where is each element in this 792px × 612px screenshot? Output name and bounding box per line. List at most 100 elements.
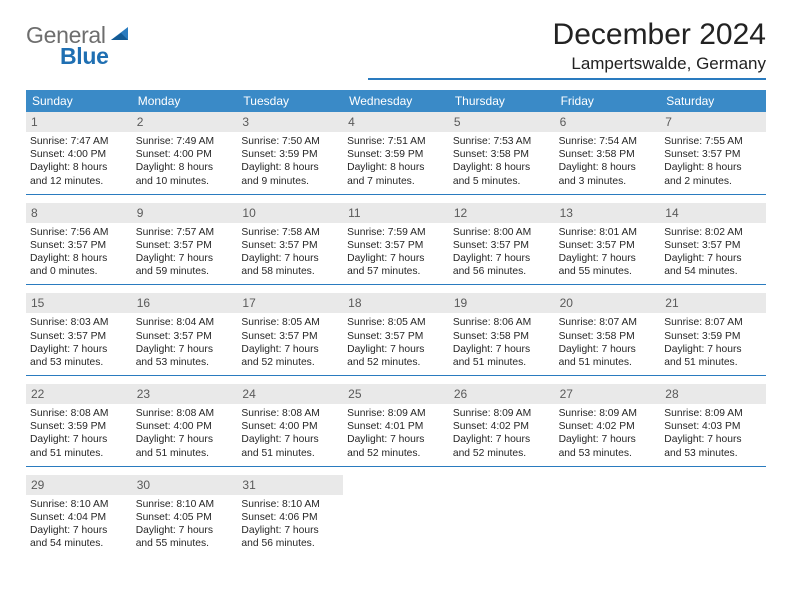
day-cell: 30Sunrise: 8:10 AMSunset: 4:05 PMDayligh… (132, 475, 238, 557)
daylight-text-1: Daylight: 7 hours (664, 252, 762, 265)
daylight-text-2: and 51 minutes. (453, 356, 551, 369)
day-number: 25 (343, 384, 449, 404)
sunrise-text: Sunrise: 8:10 AM (30, 498, 128, 511)
daylight-text-2: and 3 minutes. (559, 175, 657, 188)
sunset-text: Sunset: 3:58 PM (559, 330, 657, 343)
week-row: 15Sunrise: 8:03 AMSunset: 3:57 PMDayligh… (26, 293, 766, 376)
sunset-text: Sunset: 3:57 PM (241, 239, 339, 252)
day-cell: 14Sunrise: 8:02 AMSunset: 3:57 PMDayligh… (660, 203, 766, 285)
weekday-tue: Tuesday (237, 90, 343, 112)
sunset-text: Sunset: 3:58 PM (453, 330, 551, 343)
day-cell: 13Sunrise: 8:01 AMSunset: 3:57 PMDayligh… (555, 203, 661, 285)
daylight-text-1: Daylight: 7 hours (241, 343, 339, 356)
sunset-text: Sunset: 3:57 PM (664, 239, 762, 252)
sunrise-text: Sunrise: 8:06 AM (453, 316, 551, 329)
day-cell: 12Sunrise: 8:00 AMSunset: 3:57 PMDayligh… (449, 203, 555, 285)
day-cell: 19Sunrise: 8:06 AMSunset: 3:58 PMDayligh… (449, 293, 555, 375)
day-number: 11 (343, 203, 449, 223)
weeks-container: 1Sunrise: 7:47 AMSunset: 4:00 PMDaylight… (26, 112, 766, 556)
sunset-text: Sunset: 3:57 PM (347, 330, 445, 343)
daylight-text-2: and 51 minutes. (30, 447, 128, 460)
sunset-text: Sunset: 4:04 PM (30, 511, 128, 524)
daylight-text-1: Daylight: 8 hours (347, 161, 445, 174)
page-header: GeneralBlue December 2024 Lampertswalde,… (26, 18, 766, 80)
sunrise-text: Sunrise: 8:00 AM (453, 226, 551, 239)
daylight-text-1: Daylight: 7 hours (241, 433, 339, 446)
day-cell (343, 475, 449, 557)
daylight-text-1: Daylight: 7 hours (136, 343, 234, 356)
location-label: Lampertswalde, Germany (368, 54, 766, 74)
daylight-text-1: Daylight: 7 hours (241, 252, 339, 265)
sunset-text: Sunset: 3:57 PM (136, 239, 234, 252)
weekday-thu: Thursday (449, 90, 555, 112)
day-number: 17 (237, 293, 343, 313)
sunset-text: Sunset: 4:02 PM (453, 420, 551, 433)
sunrise-text: Sunrise: 7:59 AM (347, 226, 445, 239)
calendar-page: GeneralBlue December 2024 Lampertswalde,… (0, 0, 792, 574)
sunrise-text: Sunrise: 8:09 AM (453, 407, 551, 420)
day-number: 22 (26, 384, 132, 404)
day-cell: 29Sunrise: 8:10 AMSunset: 4:04 PMDayligh… (26, 475, 132, 557)
triangle-icon (108, 22, 130, 44)
brand-blue: Blue (60, 43, 109, 69)
daylight-text-1: Daylight: 7 hours (559, 343, 657, 356)
day-number: 5 (449, 112, 555, 132)
sunrise-text: Sunrise: 8:09 AM (559, 407, 657, 420)
daylight-text-2: and 58 minutes. (241, 265, 339, 278)
daylight-text-2: and 10 minutes. (136, 175, 234, 188)
daylight-text-1: Daylight: 7 hours (453, 252, 551, 265)
day-number: 7 (660, 112, 766, 132)
day-cell: 5Sunrise: 7:53 AMSunset: 3:58 PMDaylight… (449, 112, 555, 194)
daylight-text-1: Daylight: 7 hours (664, 343, 762, 356)
day-cell: 17Sunrise: 8:05 AMSunset: 3:57 PMDayligh… (237, 293, 343, 375)
day-number: 28 (660, 384, 766, 404)
day-cell: 9Sunrise: 7:57 AMSunset: 3:57 PMDaylight… (132, 203, 238, 285)
sunrise-text: Sunrise: 8:07 AM (664, 316, 762, 329)
daylight-text-2: and 52 minutes. (241, 356, 339, 369)
brand-text: GeneralBlue (26, 22, 132, 76)
sunset-text: Sunset: 4:00 PM (136, 420, 234, 433)
sunset-text: Sunset: 4:06 PM (241, 511, 339, 524)
day-number: 31 (237, 475, 343, 495)
day-cell: 15Sunrise: 8:03 AMSunset: 3:57 PMDayligh… (26, 293, 132, 375)
sunset-text: Sunset: 3:59 PM (664, 330, 762, 343)
sunset-text: Sunset: 3:57 PM (347, 239, 445, 252)
sunset-text: Sunset: 4:05 PM (136, 511, 234, 524)
daylight-text-1: Daylight: 8 hours (30, 161, 128, 174)
daylight-text-2: and 51 minutes. (559, 356, 657, 369)
daylight-text-1: Daylight: 7 hours (30, 433, 128, 446)
daylight-text-2: and 7 minutes. (347, 175, 445, 188)
day-cell: 1Sunrise: 7:47 AMSunset: 4:00 PMDaylight… (26, 112, 132, 194)
daylight-text-1: Daylight: 7 hours (136, 524, 234, 537)
week-row: 22Sunrise: 8:08 AMSunset: 3:59 PMDayligh… (26, 384, 766, 467)
sunrise-text: Sunrise: 8:07 AM (559, 316, 657, 329)
sunrise-text: Sunrise: 7:54 AM (559, 135, 657, 148)
daylight-text-1: Daylight: 8 hours (136, 161, 234, 174)
sunset-text: Sunset: 3:57 PM (241, 330, 339, 343)
daylight-text-2: and 53 minutes. (136, 356, 234, 369)
day-number: 21 (660, 293, 766, 313)
weekday-sat: Saturday (660, 90, 766, 112)
sunset-text: Sunset: 3:59 PM (241, 148, 339, 161)
week-row: 8Sunrise: 7:56 AMSunset: 3:57 PMDaylight… (26, 203, 766, 286)
day-cell: 31Sunrise: 8:10 AMSunset: 4:06 PMDayligh… (237, 475, 343, 557)
sunrise-text: Sunrise: 7:51 AM (347, 135, 445, 148)
month-title: December 2024 (368, 18, 766, 52)
sunrise-text: Sunrise: 8:08 AM (136, 407, 234, 420)
day-number: 12 (449, 203, 555, 223)
daylight-text-2: and 2 minutes. (664, 175, 762, 188)
day-number: 26 (449, 384, 555, 404)
sunrise-text: Sunrise: 7:53 AM (453, 135, 551, 148)
daylight-text-2: and 53 minutes. (30, 356, 128, 369)
day-cell: 16Sunrise: 8:04 AMSunset: 3:57 PMDayligh… (132, 293, 238, 375)
day-cell: 27Sunrise: 8:09 AMSunset: 4:02 PMDayligh… (555, 384, 661, 466)
day-cell: 2Sunrise: 7:49 AMSunset: 4:00 PMDaylight… (132, 112, 238, 194)
day-number: 30 (132, 475, 238, 495)
sunrise-text: Sunrise: 7:56 AM (30, 226, 128, 239)
day-cell: 25Sunrise: 8:09 AMSunset: 4:01 PMDayligh… (343, 384, 449, 466)
daylight-text-2: and 51 minutes. (664, 356, 762, 369)
day-number: 23 (132, 384, 238, 404)
week-row: 29Sunrise: 8:10 AMSunset: 4:04 PMDayligh… (26, 475, 766, 557)
sunset-text: Sunset: 3:57 PM (664, 148, 762, 161)
day-number: 18 (343, 293, 449, 313)
